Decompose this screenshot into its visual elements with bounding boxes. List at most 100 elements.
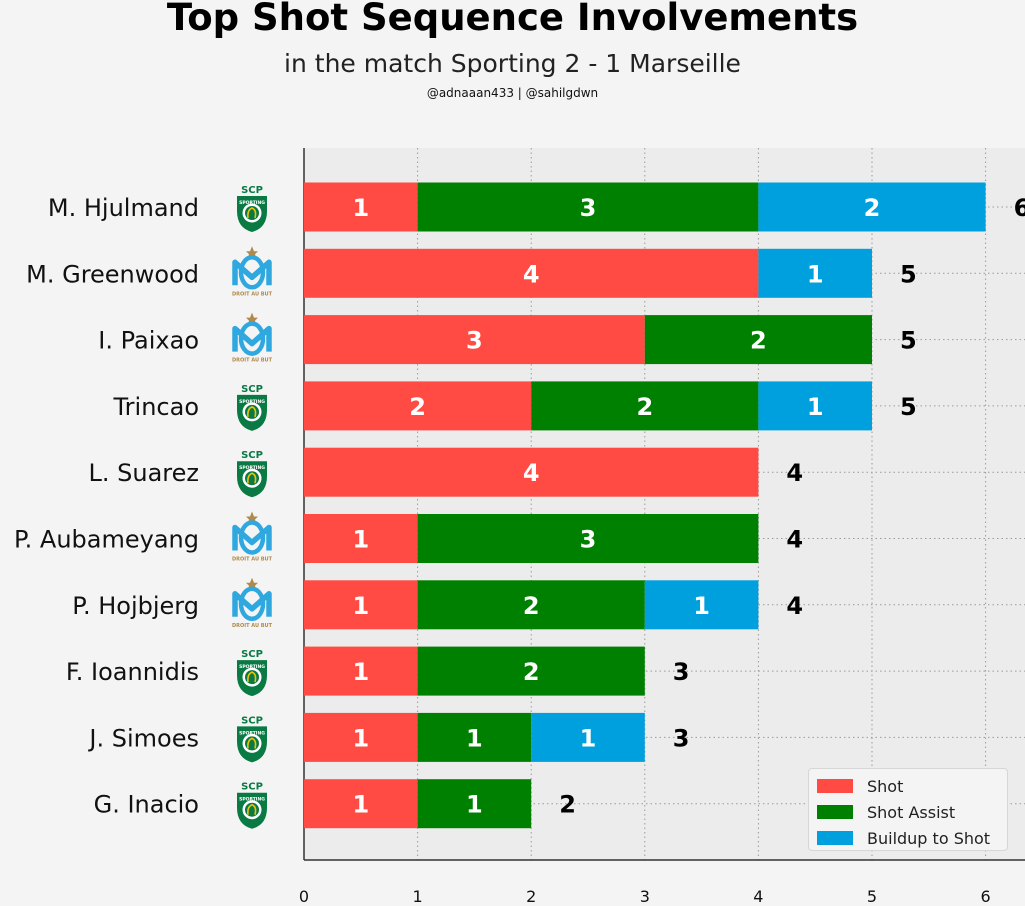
legend-swatch-shot xyxy=(817,779,853,793)
marseille-logo-text: DROIT AU BUT xyxy=(232,358,273,364)
segment-label: 1 xyxy=(352,658,369,686)
segment-label: 3 xyxy=(466,327,483,355)
player-name: F. Ioannidis xyxy=(66,658,199,686)
legend-swatch-buildup xyxy=(817,831,853,845)
marseille-m-icon xyxy=(232,259,272,286)
total-label: 3 xyxy=(673,658,690,686)
marseille-o-icon xyxy=(238,321,266,356)
sporting-logo-text: SCP xyxy=(241,715,263,726)
sporting-lion-icon xyxy=(247,207,257,219)
sporting-logo-text: SCP xyxy=(241,782,263,793)
marseille-logo-text: DROIT AU BUT xyxy=(232,557,273,563)
segment-label: 2 xyxy=(523,592,540,620)
marseille-star-icon xyxy=(246,312,258,325)
bar-segment xyxy=(758,182,986,232)
bar-segment xyxy=(304,182,418,232)
sporting-logo-subtext: SPORTING xyxy=(239,664,265,670)
player-name: L. Suarez xyxy=(89,459,199,487)
segment-label: 1 xyxy=(807,393,824,421)
sporting-lion-icon xyxy=(247,737,257,749)
marseille-m-icon xyxy=(232,325,272,352)
total-label: 5 xyxy=(900,327,917,355)
total-label: 2 xyxy=(559,791,576,819)
marseille-o-icon xyxy=(238,586,266,622)
x-tick-label: 0 xyxy=(299,887,309,906)
sporting-logo-text: SCP xyxy=(241,450,263,461)
segment-label: 3 xyxy=(580,526,597,554)
bar-segment xyxy=(304,447,759,497)
bar-segment xyxy=(304,381,532,431)
segment-label: 2 xyxy=(523,658,540,686)
total-label: 3 xyxy=(673,724,690,752)
total-label: 5 xyxy=(900,260,917,288)
bar-segment xyxy=(758,248,872,298)
sporting-logo-subtext: SPORTING xyxy=(239,465,265,471)
total-label: 4 xyxy=(786,526,803,554)
player-name: J. Simoes xyxy=(87,724,199,752)
segment-label: 1 xyxy=(807,260,824,288)
bar-segment xyxy=(304,514,418,563)
sporting-lion-icon xyxy=(247,671,257,683)
bar-segment xyxy=(758,381,872,431)
total-label: 4 xyxy=(786,592,803,620)
segment-label: 2 xyxy=(750,327,767,355)
x-tick-label: 6 xyxy=(981,887,991,906)
bar-segment xyxy=(417,712,532,762)
player-name: P. Aubameyang xyxy=(14,526,199,554)
bar-segment xyxy=(417,646,645,696)
legend-item-shot-assist: Shot Assist xyxy=(817,799,1007,825)
marseille-star-icon xyxy=(246,511,258,524)
segment-label: 1 xyxy=(352,791,369,819)
sporting-logo-subtext: SPORTING xyxy=(239,797,265,803)
marseille-o-icon xyxy=(238,520,266,555)
marseille-star-icon xyxy=(246,246,258,259)
segment-label: 1 xyxy=(466,791,483,819)
sporting-logo-subtext: SPORTING xyxy=(239,399,265,405)
x-tick-label: 4 xyxy=(753,887,763,906)
segment-label: 1 xyxy=(352,592,369,620)
bar-segment xyxy=(531,381,759,431)
bar-segment xyxy=(417,779,532,829)
bar-segment xyxy=(304,248,759,298)
player-name: P. Hojbjerg xyxy=(72,592,199,620)
segment-label: 2 xyxy=(636,393,653,421)
player-name: G. Inacio xyxy=(94,791,199,819)
total-label: 6 xyxy=(1014,194,1025,222)
player-name: Trincao xyxy=(113,393,199,421)
sporting-logo-text: SCP xyxy=(241,185,263,196)
segment-label: 1 xyxy=(352,526,369,554)
total-label: 5 xyxy=(900,393,917,421)
bar-segment xyxy=(304,646,418,696)
total-label: 4 xyxy=(786,459,803,487)
chart-legend: Shot Shot Assist Buildup to Shot xyxy=(808,768,1008,851)
x-tick-label: 3 xyxy=(640,887,650,906)
bar-segment xyxy=(417,182,759,232)
segment-label: 4 xyxy=(523,260,540,288)
chart-credits: @adnaaan433 | @sahilgdwn xyxy=(426,86,599,100)
segment-label: 1 xyxy=(466,724,483,752)
marseille-o-icon xyxy=(238,255,266,290)
marseille-m-icon xyxy=(232,524,272,551)
x-tick-label: 5 xyxy=(867,887,877,906)
sporting-logo-text: SCP xyxy=(241,649,263,660)
sporting-lion-icon xyxy=(247,803,257,815)
bar-segment xyxy=(304,712,418,762)
legend-label-buildup: Buildup to Shot xyxy=(867,828,991,848)
segment-label: 2 xyxy=(409,393,426,421)
bar-segment xyxy=(417,580,645,630)
segment-label: 2 xyxy=(864,194,881,222)
sporting-logo-subtext: SPORTING xyxy=(239,200,265,206)
marseille-m-icon xyxy=(232,591,272,617)
segment-label: 3 xyxy=(580,194,597,222)
marseille-star-icon xyxy=(246,577,258,590)
player-name: M. Greenwood xyxy=(26,260,199,288)
bar-segment xyxy=(644,315,872,365)
sporting-lion-icon xyxy=(247,472,257,484)
segment-label: 4 xyxy=(523,459,540,487)
player-name: M. Hjulmand xyxy=(48,194,199,222)
x-tick-label: 1 xyxy=(413,887,423,906)
segment-label: 1 xyxy=(352,724,369,752)
segment-label: 1 xyxy=(580,724,597,752)
segment-label: 1 xyxy=(352,194,369,222)
